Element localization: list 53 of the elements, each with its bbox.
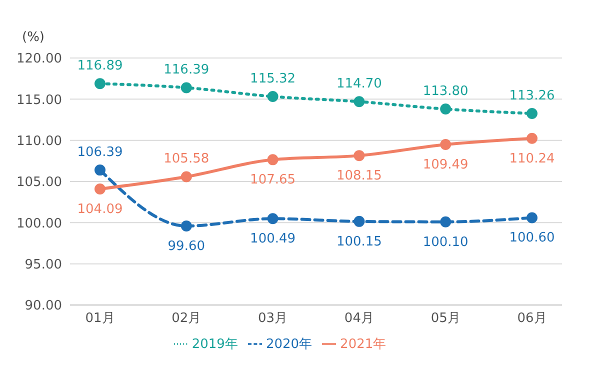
legend-label: 2020年: [266, 337, 312, 352]
data-label: 107.65: [250, 172, 296, 188]
x-tick-label: 04月: [344, 311, 374, 326]
point: [180, 171, 192, 182]
data-label: 116.39: [164, 62, 210, 78]
data-label: 114.70: [336, 76, 382, 92]
point: [180, 220, 192, 232]
point: [267, 213, 278, 224]
data-label: 100.49: [250, 232, 296, 247]
y-tick-label: 105.00: [16, 175, 62, 190]
data-label: 106.39: [77, 145, 123, 160]
legend-label: 2019年: [192, 337, 238, 352]
data-label: 105.58: [164, 152, 210, 167]
y-tick-label: 115.00: [16, 92, 62, 108]
x-tick-label: 01月: [85, 311, 115, 326]
point: [354, 216, 365, 227]
data-label: 100.15: [336, 234, 382, 250]
point: [354, 96, 365, 108]
point: [94, 78, 106, 90]
y-tick-label: 100.00: [16, 216, 62, 232]
point: [267, 154, 278, 166]
x-tick-label: 05月: [430, 311, 460, 326]
point: [267, 91, 278, 102]
legend-label: 2021年: [340, 337, 386, 352]
y-tick-label: 120.00: [16, 52, 62, 67]
data-label: 104.09: [77, 202, 123, 217]
data-label: 116.89: [77, 58, 123, 74]
data-label: 113.80: [422, 84, 468, 100]
x-tick-label: 06月: [517, 311, 547, 326]
data-label: 100.10: [422, 234, 468, 250]
x-tick-label: 03月: [258, 311, 288, 326]
data-label: 110.24: [509, 151, 555, 166]
data-label: 100.60: [509, 230, 555, 246]
point: [440, 216, 452, 228]
data-label: 115.32: [250, 72, 296, 87]
point: [94, 183, 106, 194]
y-tick-label: 110.00: [16, 134, 62, 149]
data-label: 109.49: [422, 158, 468, 173]
data-label: 113.26: [509, 88, 555, 104]
data-label: 108.15: [336, 168, 382, 184]
data-label: 99.60: [168, 238, 206, 254]
y-axis-title: (%): [22, 30, 44, 45]
point: [94, 164, 106, 176]
y-tick-label: 90.00: [24, 298, 62, 314]
point: [440, 104, 452, 115]
point: [526, 212, 538, 224]
point: [526, 108, 538, 119]
point: [354, 150, 365, 162]
point: [180, 82, 192, 94]
x-tick-label: 02月: [172, 311, 202, 326]
point: [526, 132, 538, 144]
point: [440, 139, 452, 150]
y-tick-label: 95.00: [24, 257, 62, 272]
